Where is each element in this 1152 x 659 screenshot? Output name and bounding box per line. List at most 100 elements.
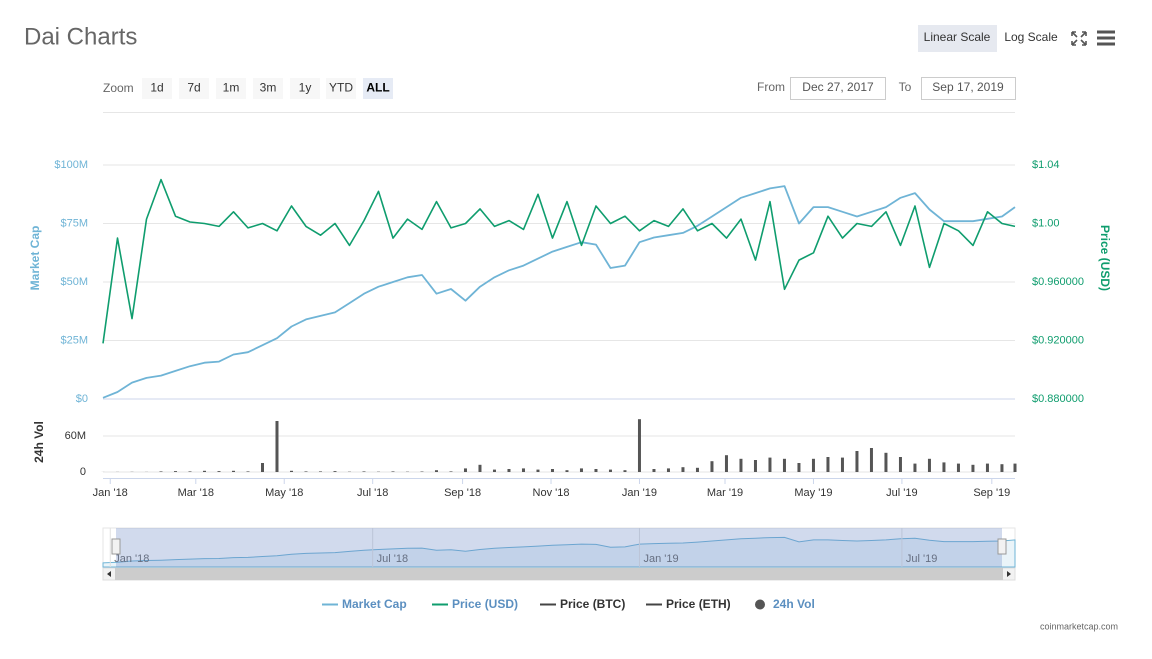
volume-bar (333, 471, 337, 472)
to-label: To (899, 80, 912, 94)
zoom-button-bg[interactable] (179, 78, 209, 99)
zoom-button-bg[interactable] (253, 78, 283, 99)
volume-bar (710, 461, 714, 472)
volume-bar (855, 451, 859, 472)
zoom-button-bg[interactable] (363, 78, 393, 99)
scrollbar-thumb[interactable] (115, 568, 1003, 580)
volume-bar (318, 471, 322, 472)
volume-bar (362, 471, 366, 472)
volume-bar (1000, 464, 1004, 472)
volume-bar (898, 457, 902, 472)
x-tick-label: Mar '18 (178, 487, 214, 499)
x-tick-label: Jul '18 (357, 487, 388, 499)
zoom-button-bg[interactable] (326, 78, 356, 99)
navigator-handle[interactable] (997, 538, 1007, 555)
volume-bar (942, 462, 946, 472)
volume-bar (927, 458, 931, 472)
scale-button[interactable]: Log Scale (1004, 30, 1058, 44)
volume-bar (173, 471, 177, 472)
zoom-button[interactable]: YTD (329, 81, 353, 95)
navigator-handle[interactable] (111, 538, 121, 555)
legend-label[interactable]: Price (ETH) (666, 597, 731, 611)
volume-bar (608, 469, 612, 472)
volume-bar (666, 468, 670, 472)
volume-bar (492, 469, 496, 472)
y-axis-title: Market Cap (28, 226, 42, 291)
y2-tick-label: $0.880000 (1032, 393, 1084, 405)
scale-button[interactable]: Linear Scale (924, 30, 991, 44)
scale-button-bg[interactable] (918, 25, 997, 52)
volume-bar (594, 469, 598, 472)
volume-bar (260, 463, 264, 472)
zoom-button[interactable]: 3m (260, 81, 277, 95)
y-tick-label: $75M (60, 217, 88, 229)
volume-bar (579, 468, 583, 472)
menu-icon[interactable] (1097, 30, 1115, 46)
x-tick-label: Jul '19 (886, 487, 917, 499)
volume-bar (1013, 463, 1017, 472)
navigator-tick-label: Jul '18 (377, 553, 408, 565)
zoom-button-bg[interactable] (142, 78, 172, 99)
navigator-bg (102, 527, 1016, 568)
series-line (102, 178, 1016, 344)
to-date[interactable]: Sep 17, 2019 (932, 80, 1004, 94)
x-tick-label: Sep '18 (444, 487, 481, 499)
y2-tick-label: $0.960000 (1032, 276, 1084, 288)
volume-bar (521, 468, 525, 472)
from-input[interactable] (790, 77, 886, 100)
y2-axis-title: Price (USD) (1098, 225, 1112, 291)
zoom-button[interactable]: 1m (223, 81, 240, 95)
page-title: Dai Charts (24, 23, 137, 50)
volume-bar (188, 471, 192, 472)
zoom-button-bg[interactable] (216, 78, 246, 99)
volume-bar (507, 469, 511, 472)
volume-bar (681, 467, 685, 472)
volume-tick-label: 60M (65, 430, 86, 442)
zoom-button[interactable]: 1y (299, 81, 312, 95)
volume-bar (231, 470, 235, 472)
legend-label[interactable]: Price (BTC) (560, 597, 625, 611)
volume-bar (768, 457, 772, 472)
volume-bar (811, 458, 815, 472)
to-input[interactable] (921, 77, 1016, 100)
volume-bar (565, 470, 569, 472)
legend-symbol[interactable] (755, 599, 765, 610)
credit: coinmarketcap.com (1040, 621, 1118, 631)
volume-bar (637, 419, 641, 472)
volume-bar (652, 469, 656, 472)
volume-bar (695, 467, 699, 472)
zoom-button-bg[interactable] (290, 78, 320, 99)
x-tick-label: Mar '19 (707, 487, 743, 499)
volume-bar (304, 471, 308, 472)
navigator-tick-label: Jul '19 (906, 553, 937, 565)
fullscreen-icon[interactable] (1071, 31, 1087, 46)
y2-tick-label: $1.04 (1032, 159, 1060, 171)
legend-label[interactable]: Price (USD) (452, 597, 518, 611)
y2-tick-label: $0.920000 (1032, 334, 1084, 346)
zoom-button[interactable]: 1d (150, 81, 163, 95)
volume-bar (971, 464, 975, 472)
volume-bar (275, 421, 279, 472)
volume-bar (391, 471, 395, 472)
zoom-button[interactable]: 7d (187, 81, 200, 95)
y-tick-label: $0 (76, 393, 88, 405)
volume-bar (289, 470, 293, 472)
y2-tick-label: $1.00 (1032, 217, 1060, 229)
volume-tick-label: 0 (80, 466, 86, 478)
volume-bar (478, 464, 482, 472)
zoom-button[interactable]: ALL (366, 81, 389, 95)
volume-bar (463, 468, 467, 472)
volume-bar (623, 470, 627, 472)
x-tick-label: May '19 (794, 487, 832, 499)
volume-bar (202, 470, 206, 472)
volume-bar (782, 458, 786, 472)
navigator-selection[interactable] (116, 528, 1002, 567)
legend-label[interactable]: Market Cap (342, 597, 407, 611)
legend-label[interactable]: 24h Vol (773, 597, 815, 611)
volume-bar (840, 457, 844, 472)
volume-bar (159, 471, 163, 472)
from-date[interactable]: Dec 27, 2017 (802, 80, 874, 94)
series-line (102, 185, 1016, 399)
volume-bar (913, 463, 917, 472)
